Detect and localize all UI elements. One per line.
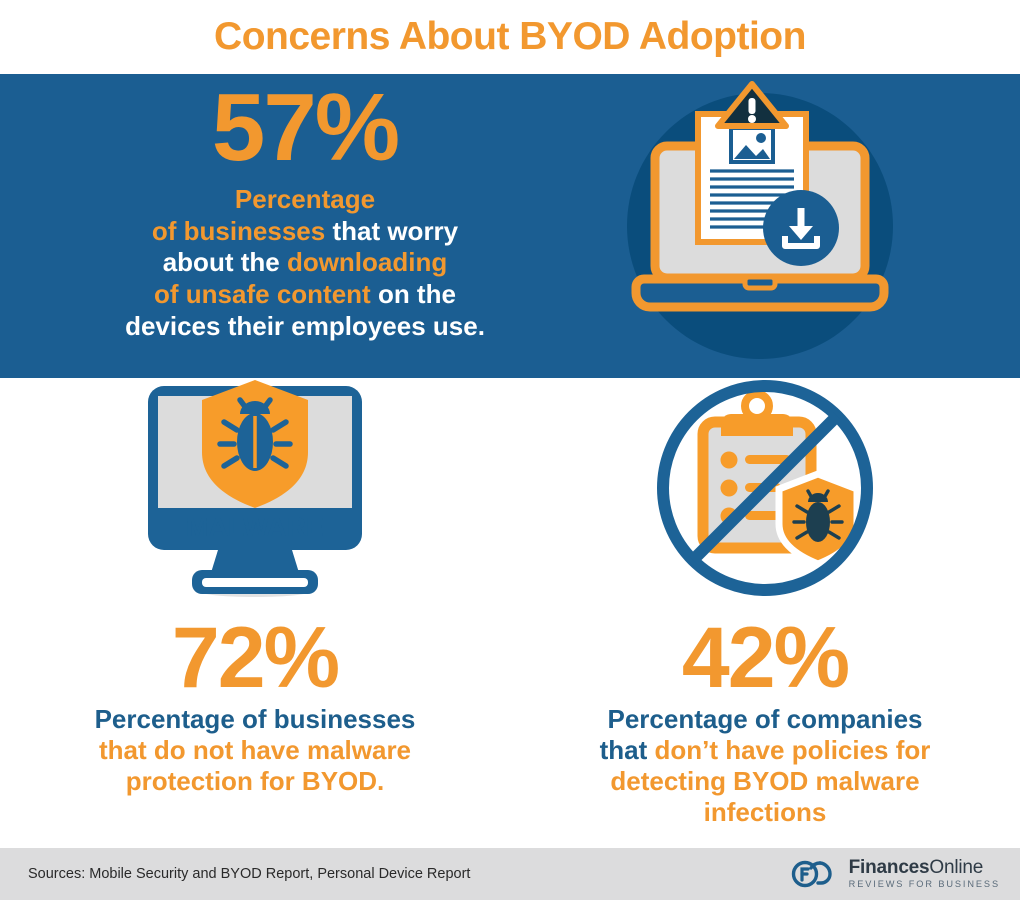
stat-column-right: 42% Percentage of companies that don’t h…: [510, 378, 1020, 848]
no-policy-illustration-svg: [657, 380, 873, 596]
hero-line2-white: that worry: [332, 215, 459, 246]
sources-text: Sources: Mobile Security and BYOD Report…: [28, 866, 471, 882]
stat-column-left: MALWARE 72% Percentage of businesses tha…: [0, 378, 510, 848]
clipboard-clip: [721, 414, 793, 436]
hero-line4-white: on the: [377, 279, 456, 310]
hero-stat-value: 57%: [211, 74, 400, 181]
prohibition-slash: [688, 411, 842, 565]
left-stat-description: Percentage of businesses that do not hav…: [0, 704, 510, 798]
hero-line1: Percentage: [234, 184, 376, 214]
laptop-illustration-svg: [627, 81, 893, 359]
left-line1: Percentage of businesses: [94, 703, 416, 734]
page-title: Concerns About BYOD Adoption: [214, 15, 806, 58]
warning-bang-stem: [748, 98, 756, 114]
laptop-notch: [742, 274, 778, 291]
footer-bar: Sources: Mobile Security and BYOD Report…: [0, 848, 1020, 900]
right-line3: detecting BYOD malware: [610, 766, 920, 797]
left-stat-value: 72%: [171, 610, 340, 706]
bug-icon: [217, 397, 293, 469]
logo-tagline: REVIEWS FOR BUSINESS: [848, 879, 1000, 890]
monitor-neck: [210, 550, 300, 576]
bug-icon-small: [792, 489, 844, 540]
hero-text-block: 57% Percentage of businesses that worry …: [0, 74, 610, 378]
monitor-base-inner: [202, 578, 308, 587]
stats-section: MALWARE 72% Percentage of businesses tha…: [0, 378, 1020, 848]
logo-main-text: FinancesOnline: [849, 858, 1000, 877]
hero-description: Percentage of businesses that worry abou…: [125, 184, 485, 343]
malware-monitor-icon: MALWARE: [0, 378, 510, 618]
cloud-f-logo-icon: [791, 860, 832, 888]
laptop-base: [631, 274, 889, 312]
logo-bold: Finances: [848, 857, 930, 879]
left-line2: that do not have malware: [98, 734, 412, 765]
right-line4: infections: [703, 797, 827, 828]
bug-body-small: [806, 502, 830, 542]
right-stat-value: 42%: [681, 610, 850, 706]
no-policy-clipboard-icon: [510, 378, 1020, 618]
malware-screen-label: MALWARE: [186, 512, 324, 542]
prohibition-circle: [657, 380, 873, 596]
warning-bang-dot: [748, 115, 756, 123]
monitor-illustration-svg: MALWARE: [148, 380, 362, 597]
hero-section: 57% Percentage of businesses that worry …: [0, 74, 1020, 378]
right-stat-description: Percentage of companies that don’t have …: [510, 704, 1020, 829]
clipboard-ring: [741, 390, 773, 422]
hero-line5-white: devices their employees use.: [125, 310, 485, 341]
right-line2-orange: don’t have policies for: [654, 734, 931, 765]
hero-line3-white: about the: [162, 247, 287, 278]
bug-head: [240, 401, 270, 414]
image-sun: [756, 133, 766, 143]
right-line2-blue: that: [599, 734, 655, 765]
hero-line3-orange: downloading: [286, 247, 448, 278]
left-line3: protection for BYOD.: [125, 766, 385, 797]
hero-line2-orange: of businesses: [151, 215, 333, 246]
logo-text-block: FinancesOnline REVIEWS FOR BUSINESS: [849, 858, 1000, 889]
image-mountain: [734, 145, 770, 159]
logo-thin: Online: [929, 857, 984, 879]
laptop-unsafe-download-icon: [600, 74, 920, 378]
hero-line4-orange: of unsafe content: [154, 279, 378, 310]
right-line1: Percentage of companies: [607, 703, 923, 734]
bug-head-small: [808, 493, 828, 502]
download-arrow-icon: [782, 208, 820, 249]
financesonline-logo[interactable]: FinancesOnline REVIEWS FOR BUSINESS: [790, 857, 1000, 891]
title-bar: Concerns About BYOD Adoption: [0, 0, 1020, 74]
